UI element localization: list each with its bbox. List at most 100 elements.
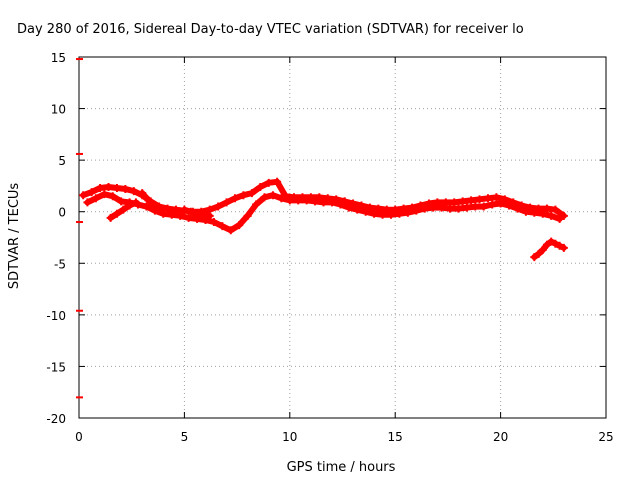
data-point: [131, 198, 140, 207]
x-axis-label: GPS time / hours: [287, 460, 396, 475]
data-point: [542, 240, 551, 249]
data-point: [346, 201, 355, 210]
data-point: [230, 194, 239, 203]
data-point: [547, 211, 556, 220]
data-point: [285, 196, 294, 205]
series-short-segment-1: [106, 198, 140, 222]
data-point: [370, 209, 379, 218]
data-point: [129, 187, 138, 196]
data-point: [450, 198, 459, 207]
data-point: [361, 207, 370, 216]
data-point: [294, 196, 303, 205]
edge-marks: [76, 58, 83, 399]
data-point: [475, 195, 484, 204]
data-point: [247, 189, 256, 198]
data-point: [226, 226, 235, 235]
data-point: [150, 201, 159, 210]
data-point: [302, 196, 311, 205]
y-tick-label: -15: [46, 360, 66, 374]
data-point: [112, 209, 121, 218]
data-point: [483, 194, 492, 203]
data-point: [311, 197, 320, 206]
y-tick-label: 5: [58, 154, 66, 168]
x-tick-label: 5: [181, 430, 189, 444]
data-point: [538, 245, 547, 254]
data-point: [471, 202, 480, 211]
data-point: [256, 182, 265, 191]
data-point: [467, 196, 476, 205]
data-point: [505, 201, 514, 210]
data-point: [138, 189, 147, 198]
data-point: [96, 183, 105, 192]
data-point: [83, 198, 92, 207]
data-point: [199, 210, 208, 219]
data-point: [521, 207, 530, 216]
data-point: [327, 198, 336, 207]
data-point: [429, 203, 438, 212]
data-point: [454, 204, 463, 213]
data-point: [403, 208, 412, 217]
data-point: [446, 204, 455, 213]
data-point: [386, 210, 395, 219]
data-point: [91, 194, 100, 203]
data-point: [180, 205, 189, 214]
x-tick-label: 20: [493, 430, 508, 444]
series-line: [80, 178, 567, 219]
data-point: [159, 209, 168, 218]
data-point: [176, 211, 185, 220]
y-tick-label: -20: [46, 412, 66, 426]
data-point: [144, 196, 153, 205]
data-point: [209, 218, 218, 227]
x-tick-label: 10: [282, 430, 297, 444]
data-point: [142, 202, 151, 211]
y-tick-label: -10: [46, 309, 66, 323]
data-point: [106, 213, 115, 222]
plot-frame: [78, 56, 607, 419]
x-tick-label: 15: [388, 430, 403, 444]
data-point: [167, 210, 176, 219]
data-point: [243, 211, 252, 220]
data-point: [530, 208, 539, 217]
data-point: [479, 202, 488, 211]
data-point: [112, 183, 121, 192]
data-point: [488, 200, 497, 209]
tick-labels: 0 5 10 15 20 25 15 10 5 0 -5 -10 -15 -20: [46, 51, 613, 444]
data-point: [542, 204, 551, 213]
x-tick-label: 0: [75, 430, 83, 444]
data-point: [559, 211, 568, 220]
data-point: [551, 205, 560, 214]
data-point: [264, 178, 273, 187]
data-point: [538, 209, 547, 218]
data-point: [437, 203, 446, 212]
data-point: [100, 190, 109, 199]
data-point: [273, 177, 282, 186]
data-point: [268, 191, 277, 200]
data-point: [555, 214, 564, 223]
data-point: [184, 213, 193, 222]
data-point: [319, 198, 328, 207]
data-point: [551, 239, 560, 248]
data-point: [458, 197, 467, 206]
data-point: [214, 202, 223, 211]
data-series: [79, 177, 568, 262]
data-point: [79, 191, 88, 200]
data-point: [252, 200, 261, 209]
data-point: [336, 200, 345, 209]
series-lower-band: [83, 190, 564, 235]
y-tick-label: -5: [54, 257, 66, 271]
data-point: [108, 192, 117, 201]
data-point: [260, 193, 269, 202]
axis-ticks: [78, 56, 607, 419]
data-point: [530, 253, 539, 262]
data-point: [186, 207, 195, 216]
y-tick-label: 10: [51, 103, 66, 117]
data-point: [277, 194, 286, 203]
data-point: [492, 193, 501, 202]
grid-lines: [79, 57, 606, 418]
x-tick-label: 25: [598, 430, 613, 444]
series-upper-band: [79, 177, 568, 220]
data-point: [378, 210, 387, 219]
data-point: [205, 211, 214, 220]
data-point: [496, 199, 505, 208]
